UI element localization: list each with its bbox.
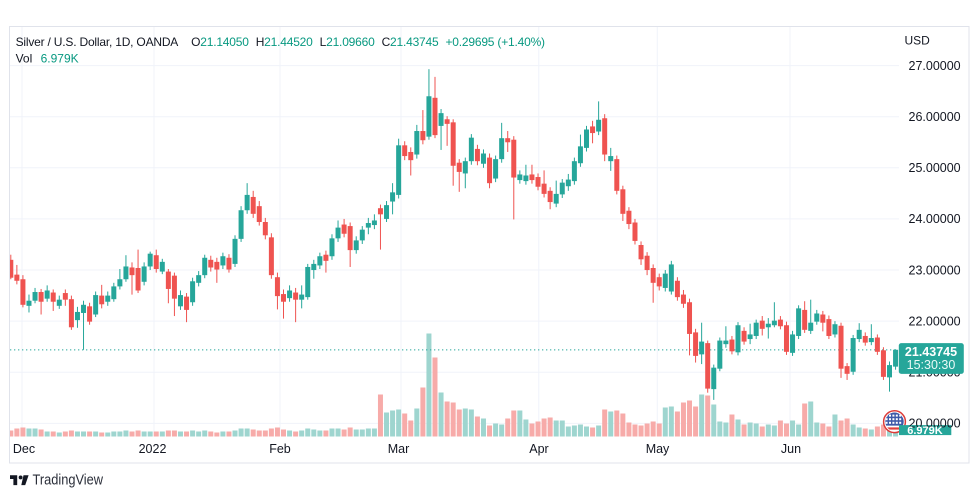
- svg-text:USD: USD: [905, 34, 931, 48]
- svg-text:May: May: [646, 442, 670, 456]
- svg-text:15:30:30: 15:30:30: [907, 358, 956, 372]
- svg-text:Apr: Apr: [529, 442, 548, 456]
- svg-text:Feb: Feb: [269, 442, 291, 456]
- svg-text:TradingView: TradingView: [33, 473, 104, 489]
- svg-text:Mar: Mar: [388, 442, 410, 456]
- svg-text:Jun: Jun: [781, 442, 801, 456]
- svg-text:26.00000: 26.00000: [909, 110, 961, 124]
- svg-text:20.00000: 20.00000: [909, 417, 961, 431]
- svg-text:22.00000: 22.00000: [909, 314, 961, 328]
- svg-text:Silver / U.S. Dollar, 1D, OAND: Silver / U.S. Dollar, 1D, OANDA O21.14050…: [16, 35, 545, 49]
- svg-text:2022: 2022: [139, 442, 167, 456]
- svg-text:21.43745: 21.43745: [905, 345, 957, 359]
- svg-text:Vol 6.979K: Vol 6.979K: [16, 51, 79, 65]
- svg-text:24.00000: 24.00000: [909, 212, 961, 226]
- svg-text:25.00000: 25.00000: [909, 161, 961, 175]
- svg-text:6.979K: 6.979K: [907, 425, 943, 437]
- svg-text:27.00000: 27.00000: [909, 59, 961, 73]
- svg-text:23.00000: 23.00000: [909, 263, 961, 277]
- svg-text:Dec: Dec: [13, 442, 35, 456]
